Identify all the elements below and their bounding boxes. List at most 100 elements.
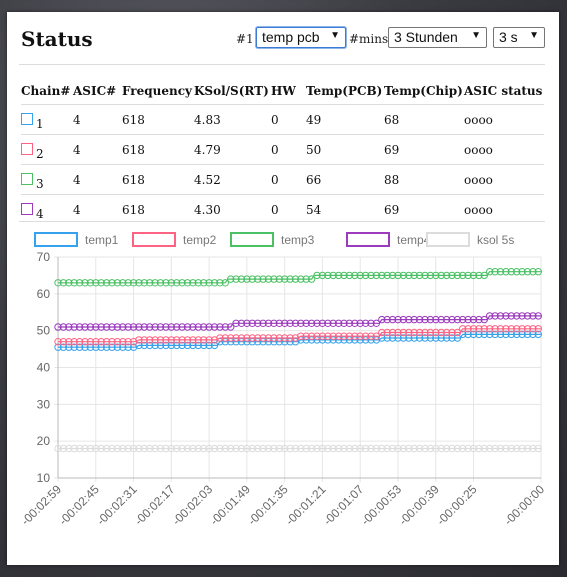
data-point	[302, 275, 310, 283]
data-point	[86, 444, 95, 453]
data-point	[378, 328, 386, 337]
table-row: 4 4 618 4.30 0 54 69 oooo	[21, 194, 544, 224]
chevron-down-icon: ▼	[529, 30, 539, 41]
data-point	[340, 332, 348, 340]
table-cell: 0	[271, 194, 306, 224]
table-cell: 4.79	[194, 134, 271, 165]
data-point	[437, 315, 445, 324]
y-tick-label: 60	[37, 287, 51, 301]
data-point	[102, 444, 111, 453]
x-tick-label: -00:02:59	[18, 482, 64, 528]
data-point	[486, 312, 494, 320]
data-point	[297, 444, 305, 453]
table-cell: 4.52	[194, 164, 271, 195]
data-point	[119, 444, 127, 453]
data-point	[318, 319, 327, 327]
data-point	[388, 444, 397, 453]
column-header: ASIC status	[464, 84, 543, 98]
data-point	[264, 275, 273, 283]
data-point	[65, 343, 73, 351]
data-point	[534, 330, 542, 339]
data-point	[523, 330, 532, 339]
data-point	[399, 315, 408, 324]
mins-select[interactable]: 3 Stunden ▼	[388, 27, 487, 48]
data-point	[442, 328, 451, 337]
mins-select-value: 3 Stunden	[394, 29, 458, 45]
data-point	[534, 312, 542, 320]
data-point	[270, 319, 278, 327]
data-point	[65, 444, 73, 453]
data-point	[421, 271, 429, 280]
data-point	[75, 338, 84, 346]
data-point	[200, 323, 208, 331]
data-point	[281, 275, 289, 283]
data-point	[534, 268, 542, 276]
data-point	[162, 336, 170, 344]
data-point	[372, 444, 381, 453]
table-cell: 54	[306, 194, 384, 224]
data-point	[534, 444, 542, 453]
legend-label: ksol 5s	[477, 233, 514, 247]
data-point	[496, 268, 505, 276]
legend-label: temp4	[397, 233, 431, 247]
data-point	[254, 444, 262, 453]
chart-select[interactable]: temp pcb ▼	[256, 27, 346, 48]
chart-controls: #1: temp pcb ▼ #mins: 3 Stunden ▼ 3 s ▼	[7, 27, 559, 51]
data-point	[502, 330, 510, 339]
data-point	[97, 343, 105, 351]
data-point	[167, 279, 176, 287]
data-point	[329, 319, 337, 327]
table-row: 3 4 618 4.52 0 66 88 oooo	[21, 164, 544, 195]
data-point	[318, 332, 327, 340]
data-point	[200, 279, 208, 287]
data-point	[442, 315, 451, 324]
data-point	[216, 444, 224, 453]
x-tick-label: -00:02:31	[94, 482, 140, 528]
table-cell: 0	[271, 164, 306, 195]
data-point	[86, 323, 95, 331]
data-point	[210, 279, 219, 287]
data-point	[507, 268, 515, 276]
data-point	[146, 444, 154, 453]
data-point	[507, 312, 515, 320]
table-cell: 618	[122, 104, 194, 135]
data-point	[243, 334, 251, 342]
data-point	[513, 330, 521, 339]
data-point	[243, 275, 251, 283]
data-point	[415, 328, 424, 337]
data-point	[432, 315, 440, 324]
data-point	[345, 271, 354, 280]
data-point	[194, 336, 203, 344]
data-point	[475, 315, 483, 324]
table-cell: 50	[306, 134, 384, 165]
data-point	[270, 275, 278, 283]
y-tick-label: 50	[37, 324, 51, 338]
column-header: HW	[271, 84, 296, 98]
data-point	[334, 444, 343, 453]
data-point	[378, 334, 386, 342]
data-point	[459, 271, 467, 280]
chain-number: 1	[36, 116, 44, 131]
table-cell: 68	[384, 104, 464, 135]
legend-label: temp3	[281, 233, 315, 247]
data-point	[307, 444, 316, 453]
interval-select[interactable]: 3 s ▼	[493, 27, 545, 48]
data-point	[156, 336, 165, 344]
data-point	[507, 330, 515, 339]
data-point	[92, 338, 100, 346]
data-point	[340, 319, 348, 327]
data-point	[54, 338, 62, 346]
data-point	[156, 279, 165, 287]
data-point	[367, 319, 375, 327]
x-tick-label: -00:01:49	[207, 482, 253, 528]
data-point	[523, 325, 532, 333]
data-point	[97, 279, 105, 287]
data-point	[486, 325, 494, 333]
data-point	[210, 323, 219, 331]
data-point	[415, 444, 424, 453]
data-point	[405, 444, 413, 453]
data-point	[518, 444, 526, 453]
legend-swatch	[34, 232, 78, 247]
data-point	[534, 325, 542, 333]
data-point	[529, 330, 537, 339]
